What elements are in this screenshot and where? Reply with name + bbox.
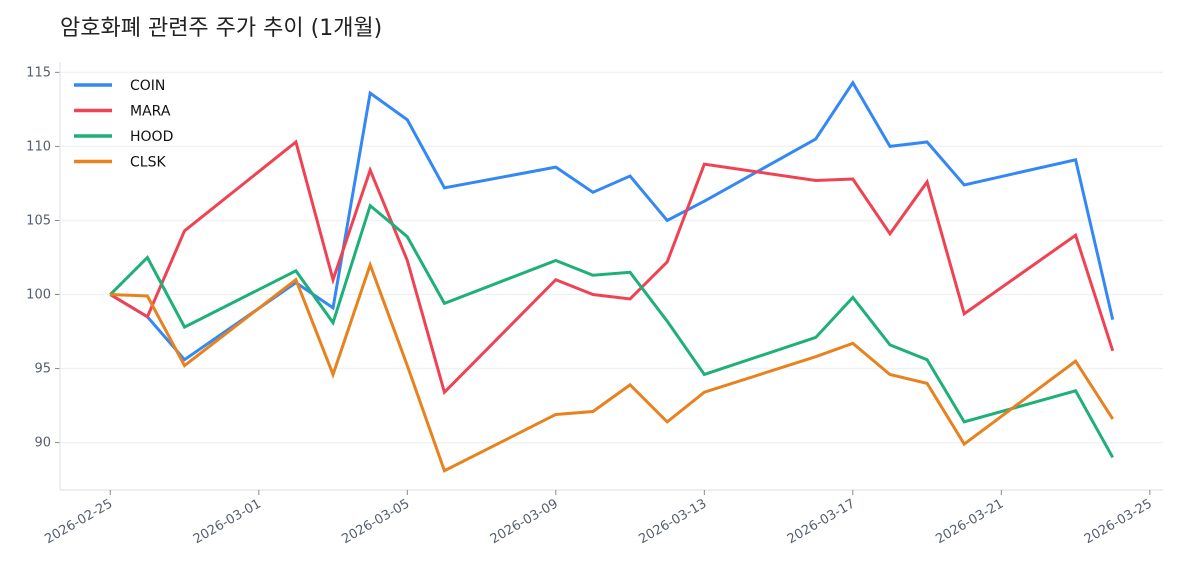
y-tick-label: 100	[26, 288, 51, 303]
series-line-coin	[109, 79, 1115, 362]
series-line-mara	[109, 139, 1115, 396]
y-tick-label: 90	[34, 436, 51, 451]
x-tick-label: 2026-03-21	[933, 496, 1006, 547]
x-tick-label: 2026-03-17	[785, 496, 858, 547]
y-tick-label: 95	[34, 362, 51, 377]
legend-label-coin: COIN	[130, 78, 165, 94]
y-tick-label: 110	[26, 139, 51, 154]
legend-label-mara: MARA	[130, 104, 171, 120]
x-tick-label: 2026-03-13	[636, 496, 709, 547]
x-tick-label: 2026-03-09	[488, 496, 561, 547]
x-tick-label: 2026-03-01	[191, 496, 264, 547]
legend-label-clsk: CLSK	[130, 155, 166, 171]
series-line-clsk	[110, 260, 1114, 473]
chart-title: 암호화폐 관련주 주가 추이 (1개월)	[60, 16, 383, 41]
y-tick-label: 115	[26, 65, 51, 80]
legend-label-hood: HOOD	[130, 129, 173, 145]
x-tick-label: 2026-03-25	[1082, 496, 1155, 547]
x-tick-label: 2026-02-25	[42, 496, 115, 547]
series-line-hood	[109, 203, 1115, 459]
x-tick-label: 2026-03-05	[339, 496, 412, 547]
y-tick-label: 105	[26, 213, 51, 228]
